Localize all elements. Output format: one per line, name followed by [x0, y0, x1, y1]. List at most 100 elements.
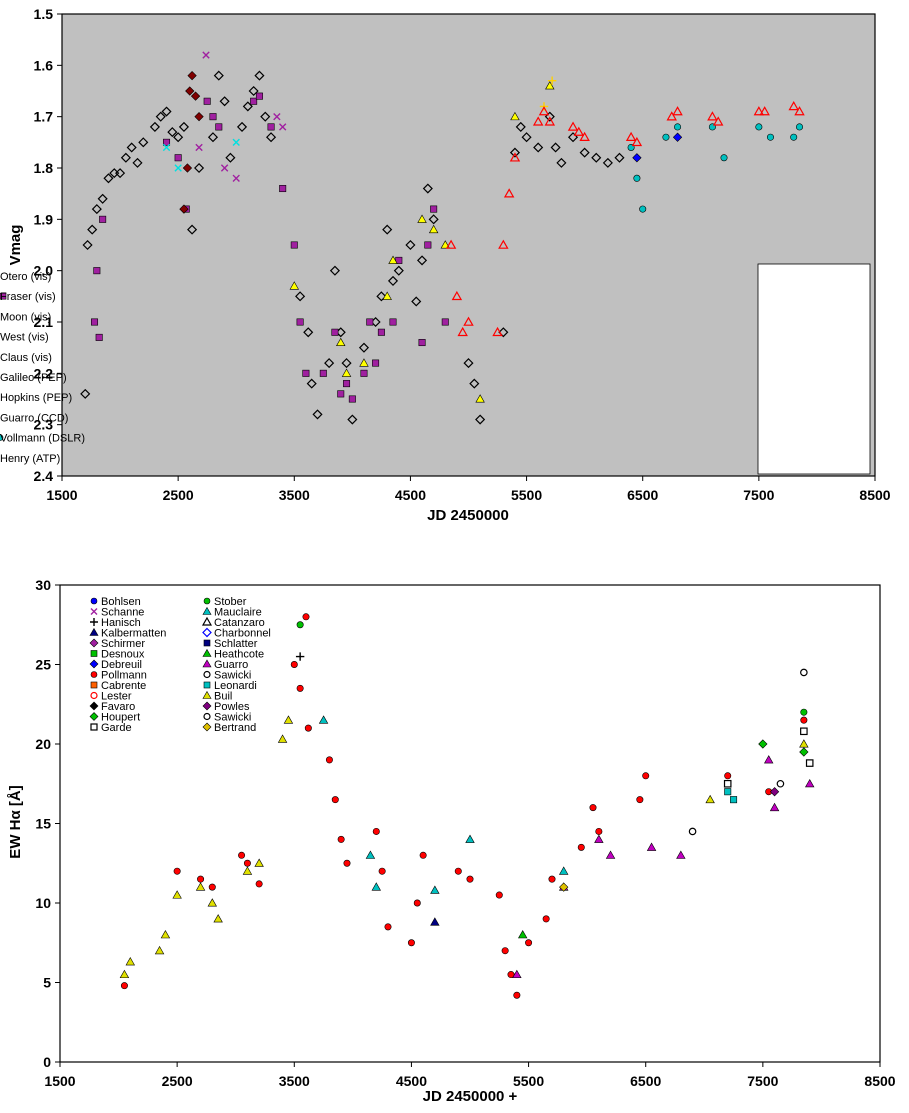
data-point [365, 850, 376, 859]
legend-marker [203, 681, 211, 689]
data-point [154, 945, 165, 955]
data-point [517, 929, 528, 939]
data-point [80, 388, 91, 399]
data-point [614, 152, 625, 163]
data-point [324, 358, 335, 369]
data-point [416, 255, 428, 266]
legend-marker [90, 618, 98, 626]
legend-marker [90, 597, 98, 605]
data-point [804, 778, 815, 788]
data-point [712, 116, 724, 126]
data-point [331, 328, 339, 336]
data-point [382, 291, 392, 300]
data-point [525, 939, 533, 947]
data-point [348, 395, 356, 403]
legend-entry: Heathcote [214, 649, 264, 661]
legend-entry: Sawicki [214, 670, 251, 682]
x-tick-label: 8500 [864, 1073, 895, 1089]
legend-marker [202, 701, 212, 711]
data-point [509, 147, 521, 158]
x-tick-label: 5500 [513, 1073, 544, 1089]
data-point [209, 113, 217, 121]
data-point [103, 173, 114, 184]
legend-entry: Schlatter [214, 638, 258, 650]
data-point [796, 123, 804, 131]
data-point [639, 205, 647, 213]
data-point [295, 652, 305, 661]
data-point [376, 291, 387, 302]
legend-entry: Schanne [101, 607, 144, 619]
data-point [642, 772, 650, 780]
data-point [202, 51, 210, 59]
data-point [341, 368, 352, 377]
legend-marker [202, 606, 212, 615]
data-point [594, 834, 604, 843]
data-point [454, 867, 462, 875]
x-tick-label: 4500 [396, 1073, 427, 1089]
legend-frame [757, 263, 871, 475]
data-point [182, 163, 193, 173]
data-point [800, 727, 808, 736]
data-point [384, 923, 392, 931]
data-point [190, 91, 201, 101]
data-point [633, 174, 641, 182]
data-point [319, 369, 327, 377]
legend-marker [89, 701, 99, 711]
data-point [424, 241, 432, 249]
data-point [666, 111, 677, 121]
data-point [178, 121, 189, 132]
data-point [377, 328, 385, 336]
data-point [162, 143, 171, 152]
data-point [173, 867, 181, 875]
x-tick-label: 7500 [747, 1073, 778, 1089]
y-tick-label: 30 [35, 577, 51, 593]
data-point [475, 414, 486, 425]
data-point [296, 684, 304, 692]
data-point [371, 882, 382, 891]
data-point [417, 214, 427, 223]
data-point [776, 779, 785, 788]
data-point [547, 76, 557, 85]
data-point [533, 142, 544, 153]
data-point [475, 394, 485, 403]
legend-entry: Pollmann [101, 670, 147, 682]
data-point [243, 859, 251, 867]
legend-entry: Hopkins (PEP) [0, 392, 72, 404]
legend-marker [202, 659, 212, 668]
data-point [208, 883, 216, 891]
legend-entry: West (vis) [0, 332, 49, 344]
legend-entry: Schirmer [101, 638, 145, 650]
ew-plot-area [59, 584, 881, 1063]
y-tick-label: 1.7 [34, 109, 54, 125]
y-tick-label: 1.6 [34, 57, 54, 73]
data-point [347, 414, 358, 425]
legend-entry: Fraser (vis) [0, 291, 56, 303]
legend-entry: Bohlsen [101, 596, 141, 608]
legend-entry: Mauclaire [214, 607, 262, 619]
data-point [512, 969, 522, 979]
data-point [120, 152, 131, 163]
legend-entry: Garde [101, 722, 132, 734]
data-point [167, 127, 178, 138]
data-point [559, 882, 569, 892]
data-point [759, 106, 770, 116]
x-tick-label: 2500 [162, 1073, 193, 1089]
data-point [325, 756, 333, 764]
y-tick-label: 0 [43, 1054, 51, 1070]
data-point [95, 333, 103, 341]
data-point [595, 827, 603, 835]
data-point [329, 265, 340, 276]
data-point [688, 827, 697, 836]
data-point [501, 947, 509, 955]
x-tick-label: 1500 [46, 487, 77, 503]
legend-marker [90, 723, 98, 731]
data-point [800, 708, 808, 716]
legend-marker [90, 671, 98, 678]
data-point [115, 168, 126, 179]
data-point [267, 123, 275, 131]
y-tick-label: 1.9 [34, 211, 54, 227]
data-point [360, 369, 368, 377]
legend-marker [89, 659, 99, 669]
data-point [172, 890, 182, 899]
